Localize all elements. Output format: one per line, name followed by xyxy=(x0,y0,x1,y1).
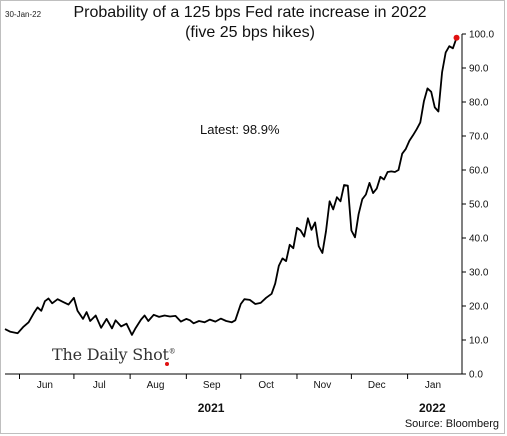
x-tick-label: Jan xyxy=(425,380,441,391)
y-axis-labels: 0.0 10.0 20.0 30.0 40.0 50.0 60.0 70.0 80.0 90.0 1… xyxy=(469,30,494,381)
x-tick-label: Oct xyxy=(258,380,274,391)
chart-title: Probability of a 125 bps Fed rate increa… xyxy=(73,4,427,21)
brand-name: The Daily Shot xyxy=(52,345,169,364)
brand-logo: The Daily Shot® xyxy=(52,345,176,364)
brand-mark: ® xyxy=(168,347,176,356)
y-tick-label: 100.0 xyxy=(469,30,494,41)
chart-subtitle: (five 25 bps hikes) xyxy=(185,24,315,41)
x-axis-labels: Jun Jul Aug Sep Oct Nov Dec Jan xyxy=(37,380,441,391)
chart-axes xyxy=(5,33,466,379)
date-stamp: 30-Jan-22 xyxy=(5,10,42,19)
latest-annotation: Latest: 98.9% xyxy=(200,122,280,137)
brand-dot-icon xyxy=(165,362,169,366)
year-label: 2022 xyxy=(418,401,446,415)
x-tick-label: Nov xyxy=(313,380,331,391)
y-tick-label: 40.0 xyxy=(469,234,489,245)
year-label: 2021 xyxy=(197,401,225,415)
x-tick-label: Jul xyxy=(93,380,106,391)
y-tick-label: 30.0 xyxy=(469,268,489,279)
y-tick-label: 50.0 xyxy=(469,200,489,211)
x-tick-label: Dec xyxy=(368,380,386,391)
y-tick-label: 10.0 xyxy=(469,336,489,347)
y-tick-label: 90.0 xyxy=(469,64,489,75)
series-layer xyxy=(4,34,460,336)
latest-point-marker xyxy=(453,34,460,41)
series-line xyxy=(4,37,458,336)
y-tick-label: 0.0 xyxy=(469,370,483,381)
y-tick-label: 60.0 xyxy=(469,166,489,177)
x-tick-label: Jun xyxy=(37,380,53,391)
y-tick-label: 80.0 xyxy=(469,98,489,109)
y-tick-label: 20.0 xyxy=(469,302,489,313)
x-tick-label: Aug xyxy=(147,380,165,391)
y-tick-label: 70.0 xyxy=(469,132,489,143)
source-note: Source: Bloomberg xyxy=(404,418,499,430)
x-tick-label: Sep xyxy=(203,380,221,391)
